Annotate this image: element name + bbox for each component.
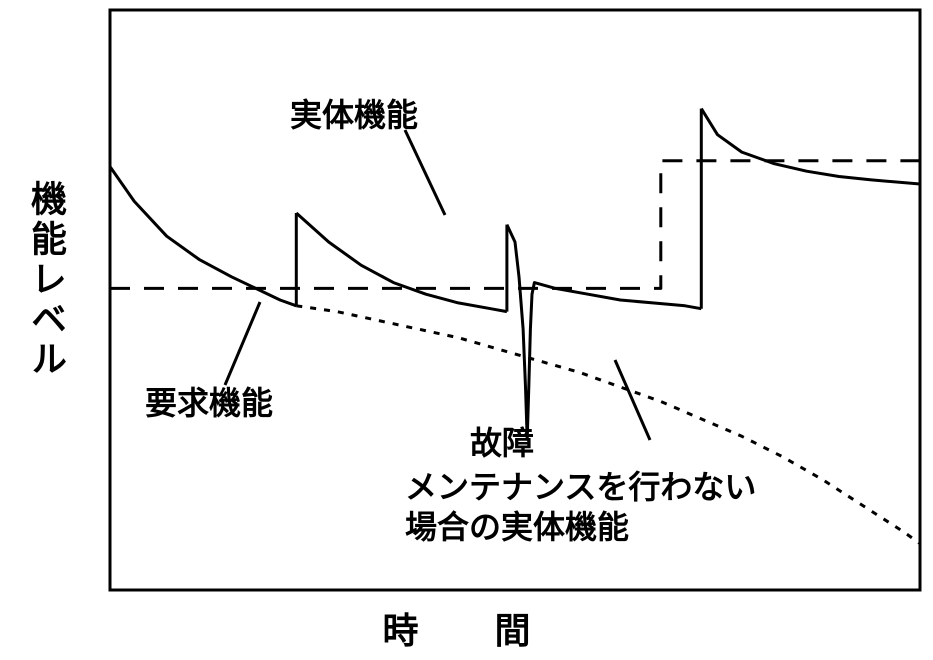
x-axis-label: 時 間	[0, 602, 933, 654]
chart-container: 機能レベル 時 間 実体機能 要求機能 故障 メンテナンスを行わない 場合の実体…	[0, 0, 933, 660]
chart-svg	[0, 0, 933, 660]
label-nomaint2: 場合の実体機能	[405, 502, 629, 548]
label-required: 要求機能	[145, 378, 273, 424]
label-failure: 故障	[470, 418, 534, 464]
label-actual: 実体機能	[290, 90, 418, 136]
y-axis-label: 機能レベル	[20, 180, 72, 380]
